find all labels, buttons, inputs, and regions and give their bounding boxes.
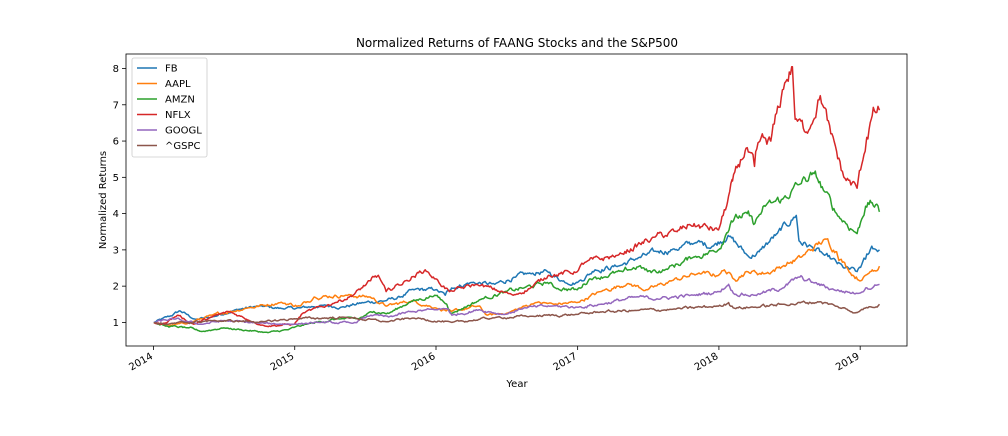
- series-line-amzn: [153, 170, 881, 334]
- y-tick-label: 3: [113, 245, 119, 256]
- series-line-googl: [153, 274, 880, 326]
- series-line-nflx: [153, 65, 881, 328]
- y-axis-ticks: 1 2 3 4 5 6 7 8: [113, 64, 126, 329]
- y-tick-label: 6: [113, 137, 119, 148]
- y-tick-label: 8: [113, 64, 119, 75]
- series-line-fb: [153, 214, 880, 324]
- y-tick-label: 4: [113, 209, 119, 220]
- legend-label: GOOGL: [165, 126, 202, 137]
- chart-title: Normalized Returns of FAANG Stocks and t…: [356, 36, 678, 50]
- y-tick-label: 7: [113, 100, 119, 111]
- legend: FB AAPL AMZN NFLX GOOGL ^GSPC: [131, 57, 208, 158]
- legend-label: NFLX: [165, 110, 191, 121]
- plot-frame: [125, 53, 908, 347]
- data-layer: [153, 65, 881, 334]
- x-axis-label: Year: [505, 379, 528, 390]
- legend-label: AAPL: [165, 79, 191, 90]
- legend-label: ^GSPC: [165, 141, 201, 152]
- legend-label: AMZN: [165, 95, 195, 106]
- y-tick-label: 2: [113, 282, 119, 293]
- y-tick-label: 5: [113, 173, 119, 184]
- legend-label: FB: [165, 64, 178, 75]
- series-line-gspc: [153, 300, 881, 326]
- y-axis-label: Normalized Returns: [98, 151, 109, 249]
- y-tick-label: 1: [113, 318, 119, 329]
